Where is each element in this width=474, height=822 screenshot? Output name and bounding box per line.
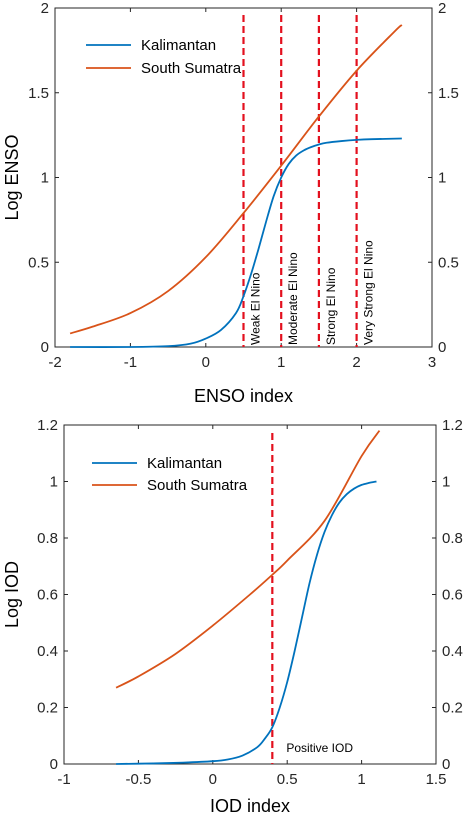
y-tick-label: 1 — [50, 474, 58, 491]
y-tick-label: 0 — [50, 756, 58, 773]
right-y-tick-label: 1.2 — [442, 417, 463, 434]
x-axis-label: ENSO index — [194, 386, 293, 406]
legend-entry: South Sumatra — [141, 60, 242, 77]
x-tick-label: -1 — [57, 771, 70, 788]
right-y-tick-label: 1.5 — [438, 85, 459, 102]
x-tick-label: 2 — [352, 354, 360, 371]
threshold-label: Moderate El Nino — [286, 252, 300, 345]
right-y-tick-label: 0.6 — [442, 587, 463, 604]
right-y-tick-label: 0.4 — [442, 643, 463, 660]
y-tick-label: 0.2 — [37, 700, 58, 717]
threshold-label: Weak El Nino — [249, 272, 263, 345]
series-line — [115, 430, 381, 689]
x-tick-label: 0 — [202, 354, 210, 371]
x-tick-label: 1 — [277, 354, 285, 371]
x-tick-label: -0.5 — [125, 771, 151, 788]
legend-entry: Kalimantan — [147, 455, 222, 472]
right-y-tick-label: 1 — [438, 170, 446, 187]
y-axis-label: Log IOD — [2, 561, 22, 628]
threshold-label: Very Strong El Nino — [362, 240, 376, 345]
x-tick-label: 1 — [357, 771, 365, 788]
y-tick-label: 0.8 — [37, 530, 58, 547]
y-tick-label: 0.5 — [28, 254, 49, 271]
y-tick-label: 0 — [41, 339, 49, 356]
threshold-label: Strong El Nino — [324, 267, 338, 345]
y-tick-label: 1.2 — [37, 417, 58, 434]
y-axis-label: Log ENSO — [2, 134, 22, 220]
iod-chart: -1 -0.5 0 0.5 1 1.50 00.2 0.20.4 0.40.6 0.60.8 0.8… — [2, 417, 463, 816]
x-tick-label: 0 — [209, 771, 217, 788]
right-y-tick-label: 1 — [442, 474, 450, 491]
right-y-tick-label: 0.2 — [442, 700, 463, 717]
x-tick-label: 3 — [428, 354, 436, 371]
x-tick-label: -2 — [48, 354, 61, 371]
series-line — [116, 480, 377, 765]
x-tick-label: -1 — [124, 354, 137, 371]
y-tick-label: 2 — [41, 0, 49, 17]
right-y-tick-label: 2 — [438, 0, 446, 17]
y-tick-label: 0.4 — [37, 643, 58, 660]
x-tick-label: 0.5 — [277, 771, 298, 788]
x-tick-label: 1.5 — [426, 771, 447, 788]
y-tick-label: 1 — [41, 170, 49, 187]
series-line — [70, 137, 402, 348]
threshold-label: Positive IOD — [286, 741, 353, 755]
legend-entry: Kalimantan — [141, 37, 216, 54]
right-y-tick-label: 0.5 — [438, 254, 459, 271]
y-tick-label: 0.6 — [37, 587, 58, 604]
legend-entry: South Sumatra — [147, 477, 248, 494]
right-y-tick-label: 0 — [442, 756, 450, 773]
right-y-tick-label: 0 — [438, 339, 446, 356]
series-line — [69, 24, 403, 335]
y-tick-label: 1.5 — [28, 85, 49, 102]
right-y-tick-label: 0.8 — [442, 530, 463, 547]
x-axis-label: IOD index — [210, 796, 290, 816]
